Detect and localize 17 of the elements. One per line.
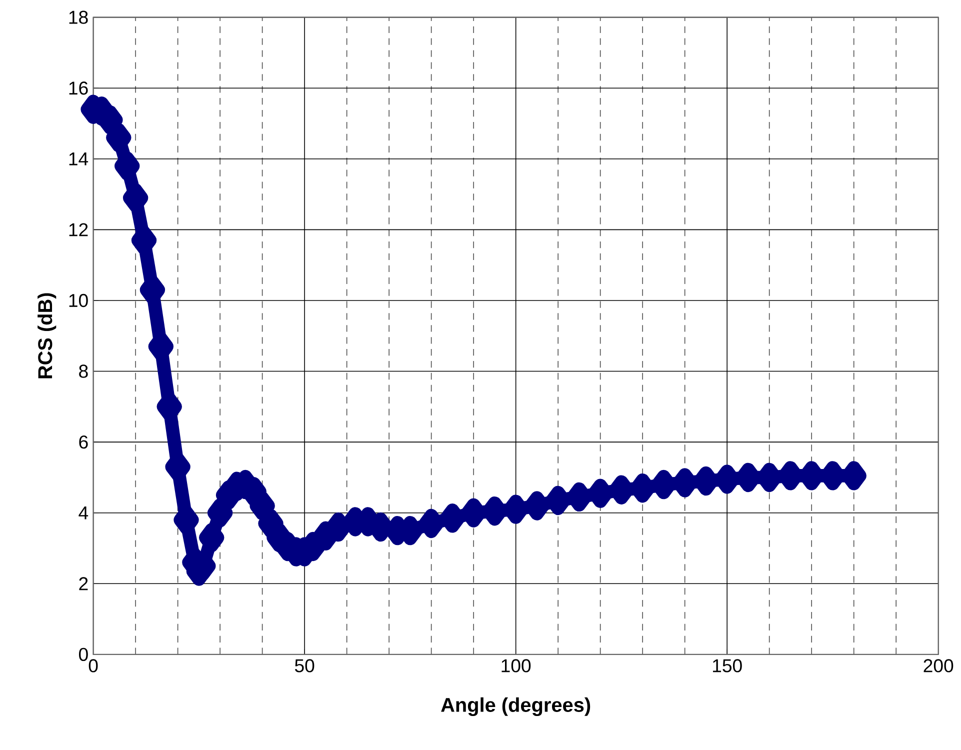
- y-tick-label: 2: [79, 576, 88, 590]
- x-tick-label: 0: [88, 658, 98, 672]
- y-axis-title: RCS (dB): [38, 292, 56, 378]
- x-tick-label: 150: [712, 658, 742, 672]
- y-tick-label: 6: [79, 435, 88, 448]
- x-axis-title: Angle (degrees): [441, 697, 590, 716]
- y-tick-label: 14: [69, 152, 88, 166]
- x-tick-label: 50: [294, 658, 314, 672]
- y-tick-label: 10: [69, 294, 88, 307]
- y-tick-label: 12: [69, 222, 88, 236]
- y-tick-label: 16: [69, 81, 88, 94]
- x-tick-label: 100: [502, 658, 531, 672]
- x-tick-label: 200: [924, 658, 954, 672]
- y-tick-label: 18: [69, 10, 88, 24]
- y-tick-label: 4: [78, 506, 88, 520]
- y-tick-label: 0: [79, 648, 88, 661]
- y-tick-label: 8: [79, 364, 88, 378]
